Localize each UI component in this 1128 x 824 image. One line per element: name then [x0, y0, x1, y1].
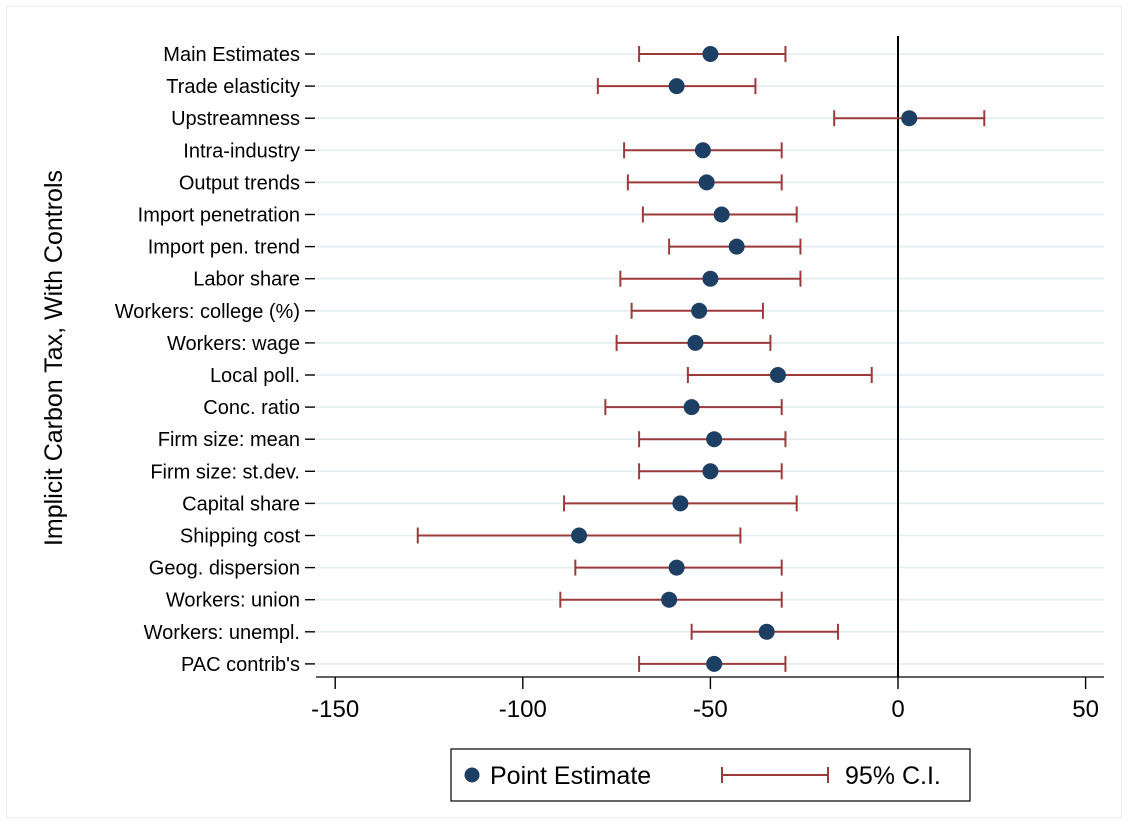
y-axis-title: Implicit Carbon Tax, With Controls [40, 170, 68, 546]
y-tick-label: Local poll. [210, 365, 300, 387]
y-tick-label: Workers: college (%) [115, 301, 300, 323]
y-tick-label: Output trends [179, 172, 300, 194]
y-tick-label: Workers: union [166, 590, 300, 612]
point-estimate [901, 110, 918, 127]
legend-point-label: Point Estimate [490, 762, 651, 790]
legend-box [450, 748, 971, 802]
point-estimate [683, 399, 700, 416]
point-estimate [668, 559, 685, 576]
legend-ci-label: 95% C.I. [845, 762, 941, 790]
point-estimate [571, 527, 588, 544]
gridlines [316, 53, 1104, 665]
y-tick-label: Firm size: mean [158, 429, 300, 451]
point-estimate [668, 78, 685, 95]
point-estimate [698, 174, 715, 191]
y-tick-label: Upstreamness [171, 108, 300, 130]
point-estimate [687, 334, 704, 351]
y-tick-label: PAC contrib's [181, 654, 300, 676]
point-estimate [691, 302, 708, 319]
y-tick-label: Capital share [182, 493, 300, 515]
y-tick-label: Geog. dispersion [149, 558, 300, 580]
axes: Main Estimates Trade elasticity Upstreamne… [115, 36, 1104, 723]
y-tick-label: Workers: wage [167, 333, 300, 355]
legend-point-marker [464, 767, 480, 783]
y-tick-label: Intra-industry [183, 140, 300, 162]
y-tick-label: Firm size: st.dev. [150, 461, 300, 483]
point-estimate [694, 142, 711, 159]
marks [416, 46, 986, 672]
point-estimate [758, 623, 775, 640]
point-estimate [672, 495, 689, 512]
y-tick-label: Main Estimates [163, 44, 300, 66]
y-tick-label: Import pen. trend [148, 237, 300, 259]
point-estimate [702, 270, 719, 287]
x-tick-label: 50 [1072, 696, 1099, 723]
y-tick-label: Trade elasticity [166, 76, 300, 98]
x-tick-label: -100 [499, 696, 547, 723]
point-estimate [728, 238, 745, 255]
x-tick-label: -50 [693, 696, 728, 723]
y-tick-label: Conc. ratio [203, 397, 300, 419]
point-estimate [713, 206, 730, 223]
x-tick-label: -150 [311, 696, 359, 723]
y-tick-label: Import penetration [138, 205, 300, 227]
point-estimate [702, 46, 719, 62]
y-tick-label: Shipping cost [180, 526, 301, 548]
legend: Point Estimate 95% C.I. [450, 748, 971, 802]
x-tick-label: 0 [891, 696, 904, 723]
point-estimate [702, 463, 719, 480]
y-tick-label: Workers: unempl. [144, 622, 300, 644]
chart-frame [6, 6, 1122, 818]
y-tick-label: Labor share [193, 269, 300, 291]
point-estimate [661, 591, 678, 608]
point-estimate [769, 367, 786, 383]
point-estimate [706, 431, 723, 448]
point-estimate [706, 655, 723, 672]
